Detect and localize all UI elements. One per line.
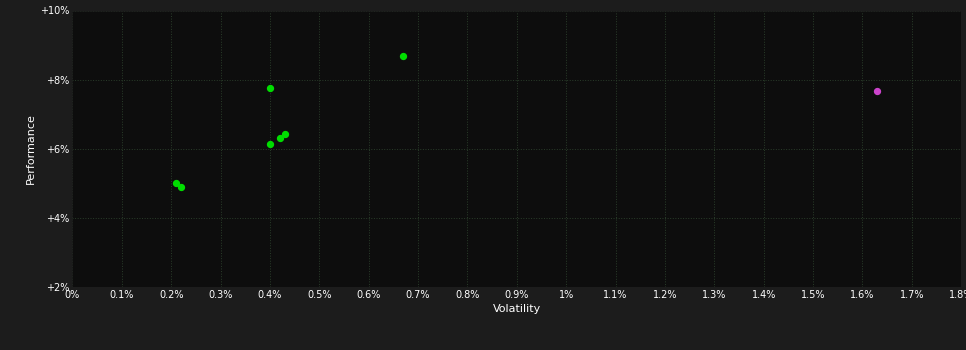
X-axis label: Volatility: Volatility <box>493 304 541 314</box>
Point <box>173 185 188 190</box>
Point <box>869 88 885 93</box>
Point <box>168 181 184 186</box>
Point <box>395 53 411 59</box>
Point <box>272 135 288 141</box>
Point <box>262 141 277 146</box>
Y-axis label: Performance: Performance <box>26 113 36 184</box>
Point <box>262 85 277 91</box>
Point <box>277 132 293 137</box>
